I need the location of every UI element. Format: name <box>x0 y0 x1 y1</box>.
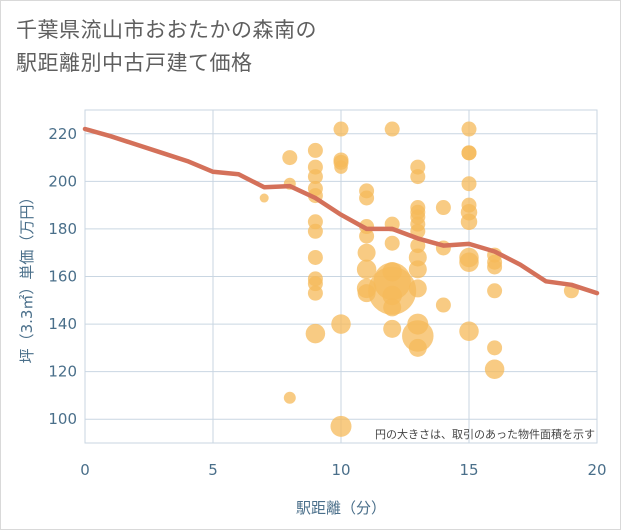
scatter-bubble <box>459 321 479 341</box>
x-tick-label: 5 <box>208 461 218 479</box>
scatter-bubble <box>307 142 323 158</box>
scatter-bubble <box>259 193 269 203</box>
scatter-bubble <box>383 298 402 317</box>
scatter-bubble <box>461 176 477 192</box>
x-tick-label: 0 <box>80 461 90 479</box>
bubbles <box>259 121 579 437</box>
title-line-2: 駅距離別中古戸建て価格 <box>16 51 253 75</box>
scatter-bubble <box>305 323 326 344</box>
chart-title: 千葉県流山市おおたかの森南の 駅距離別中古戸建て価格 <box>16 14 606 80</box>
scatter-bubble <box>357 243 376 262</box>
scatter-bubble <box>408 279 427 298</box>
scatter-bubble <box>307 223 323 239</box>
scatter-bubble <box>307 169 323 185</box>
scatter-bubble <box>484 359 505 380</box>
scatter-bubble <box>356 259 377 280</box>
y-tick-label: 120 <box>48 363 77 381</box>
x-tick-label: 20 <box>587 461 606 479</box>
title-line-1: 千葉県流山市おおたかの森南の <box>16 18 317 42</box>
scatter-bubble <box>384 121 400 137</box>
scatter-bubble <box>461 121 477 137</box>
scatter-bubble <box>333 121 349 137</box>
x-axis-label: 駅距離（分） <box>296 499 386 517</box>
scatter-bubble <box>282 150 298 166</box>
y-tick-label: 140 <box>48 315 77 333</box>
scatter-bubble <box>459 252 479 272</box>
scatter-bubble <box>487 340 503 356</box>
scatter-bubble <box>410 169 426 185</box>
scatter-bubble <box>307 249 323 265</box>
y-tick-label: 100 <box>48 410 77 428</box>
scatter-bubble <box>408 338 427 357</box>
trend-line-group <box>82 126 600 296</box>
scatter-bubble <box>334 160 348 174</box>
scatter-bubble <box>408 260 427 279</box>
trend-line <box>82 126 600 296</box>
y-tick-label: 160 <box>48 268 77 286</box>
scatter-bubble <box>487 283 503 299</box>
x-tick-label: 10 <box>331 461 350 479</box>
scatter-bubble <box>461 145 477 161</box>
scatter-bubble <box>384 235 400 251</box>
y-tick-label: 200 <box>48 172 77 190</box>
scatter-bubble <box>460 213 478 231</box>
scatter-bubble <box>383 319 402 338</box>
scatter-bubble <box>359 228 375 244</box>
scatter-bubble <box>359 190 375 206</box>
annotation-note: 円の大きさは、取引のあった物件面積を示す <box>375 427 595 441</box>
scatter-bubble <box>283 391 296 404</box>
scatter-bubble <box>331 314 351 334</box>
y-axis-label: 坪（3.3㎡）単価（万円） <box>18 190 36 364</box>
scatter-bubble <box>330 415 352 437</box>
ticks: 0 5 10 15 20 100 120 140 160 180 200 220 <box>48 125 606 479</box>
y-tick-label: 180 <box>48 220 77 238</box>
scatter-bubble <box>435 200 451 216</box>
scatter-bubble <box>487 259 503 275</box>
scatter-bubble <box>307 285 323 301</box>
scatter-bubble <box>435 297 451 313</box>
x-tick-label: 15 <box>459 461 478 479</box>
y-tick-label: 220 <box>48 125 77 143</box>
